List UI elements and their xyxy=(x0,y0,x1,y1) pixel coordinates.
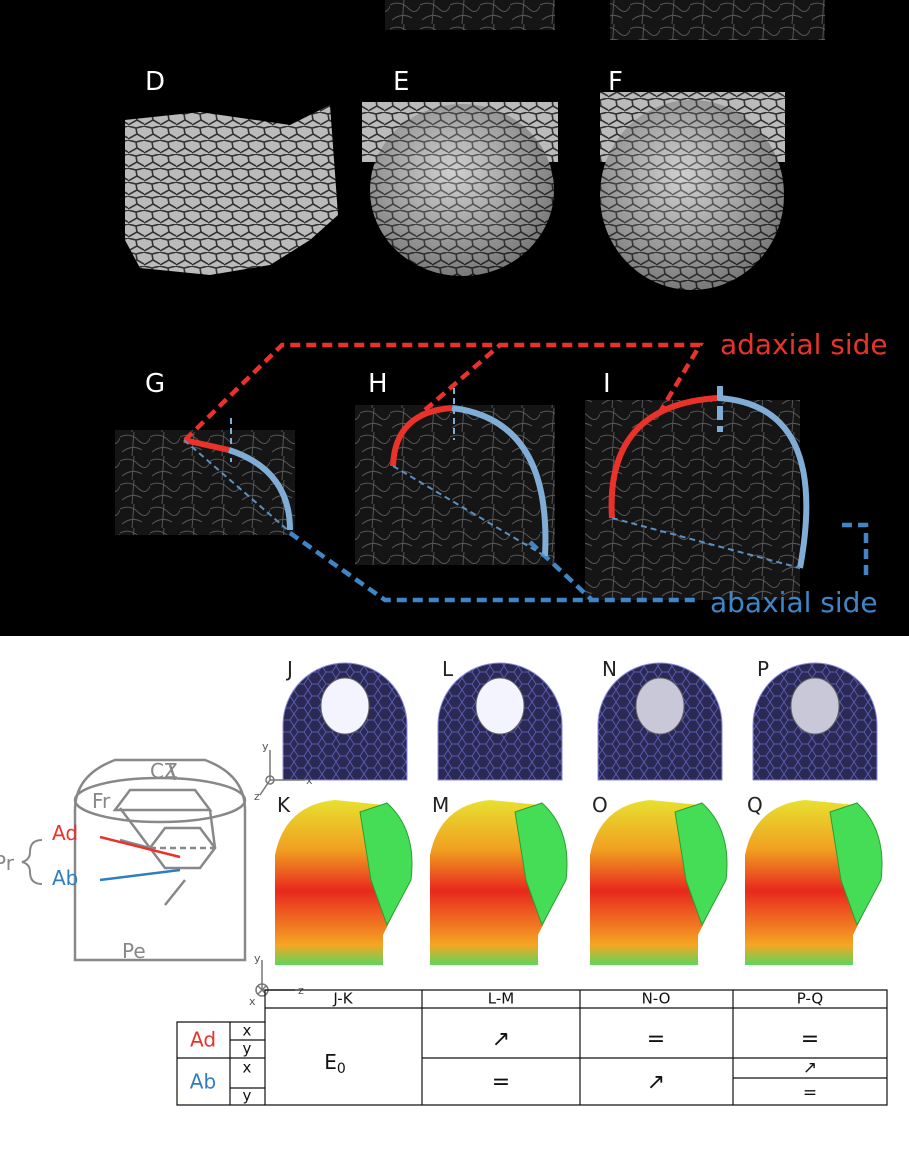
patch xyxy=(320,677,370,735)
panel-label: H xyxy=(368,369,388,399)
panel-label: F xyxy=(608,67,623,97)
ab-cell: = xyxy=(803,1083,817,1103)
photo-d xyxy=(125,105,338,275)
dim-cell: x xyxy=(243,1059,252,1077)
fr-label: Fr xyxy=(92,789,111,813)
pe-label: Pe xyxy=(122,939,146,963)
panel-label: D xyxy=(145,67,165,97)
section-image xyxy=(585,400,800,600)
models: J K L M N O P Q xyxy=(275,657,883,965)
table xyxy=(176,989,888,1106)
ad-cell: = xyxy=(801,1027,819,1052)
ab-cell: ↗ xyxy=(647,1070,665,1095)
photo-f xyxy=(600,92,785,290)
dim-cell: x xyxy=(243,1022,252,1040)
panel-label: L xyxy=(442,657,454,681)
panel-label: K xyxy=(277,793,291,817)
axis-label: z xyxy=(254,790,260,803)
ab-label: Ab xyxy=(52,866,78,890)
cut-image xyxy=(610,0,825,40)
cut-image xyxy=(385,0,555,30)
panel-label: J xyxy=(285,657,293,681)
patch xyxy=(790,677,840,735)
e0-base: E xyxy=(324,1050,337,1074)
ab-pointer xyxy=(99,868,181,882)
ad-pointer xyxy=(99,835,181,859)
cz-label: CZ xyxy=(150,759,178,783)
green-region xyxy=(674,802,728,927)
green-region xyxy=(514,802,568,927)
ad-cell: = xyxy=(647,1027,665,1052)
panel-label: G xyxy=(145,369,165,399)
group-cell: Ad xyxy=(190,1028,216,1052)
ab-cell: = xyxy=(492,1070,510,1095)
patch xyxy=(475,677,525,735)
abaxial-label: abaxial side xyxy=(710,586,878,619)
ab-cell: ↗ xyxy=(803,1058,817,1078)
green-region xyxy=(359,802,413,927)
group-cell: Ab xyxy=(190,1070,216,1094)
header-cell: P-Q xyxy=(797,990,823,1008)
header-cell: J-K xyxy=(332,990,353,1008)
panel-label: M xyxy=(432,793,449,817)
pr-label: Pr xyxy=(0,851,15,875)
panel-label: N xyxy=(602,657,617,681)
ad-cell: ↗ xyxy=(492,1027,510,1052)
axis-label: x xyxy=(249,995,256,1008)
contours xyxy=(183,342,869,603)
dim-cell: y xyxy=(243,1040,252,1058)
e0-cell: E0 xyxy=(324,1050,346,1078)
adaxial-label: adaxial side xyxy=(720,328,888,361)
panel-label: O xyxy=(592,793,608,817)
panel-label: I xyxy=(603,369,611,399)
panel-label: Q xyxy=(747,793,763,817)
axis-label: y xyxy=(262,740,269,753)
dim-cell: y xyxy=(243,1087,252,1105)
green-region xyxy=(829,802,883,927)
schematic xyxy=(21,758,247,962)
patch xyxy=(635,677,685,735)
panel-label: P xyxy=(757,657,769,681)
header-cell: N-O xyxy=(642,990,671,1008)
axis-label: x xyxy=(306,774,313,787)
header-cell: L-M xyxy=(488,990,514,1008)
panel-label: E xyxy=(393,67,409,97)
photo-e xyxy=(362,102,558,276)
e0-sub: 0 xyxy=(337,1061,346,1077)
ad-label: Ad xyxy=(52,821,78,845)
axis-label: y xyxy=(254,952,261,965)
